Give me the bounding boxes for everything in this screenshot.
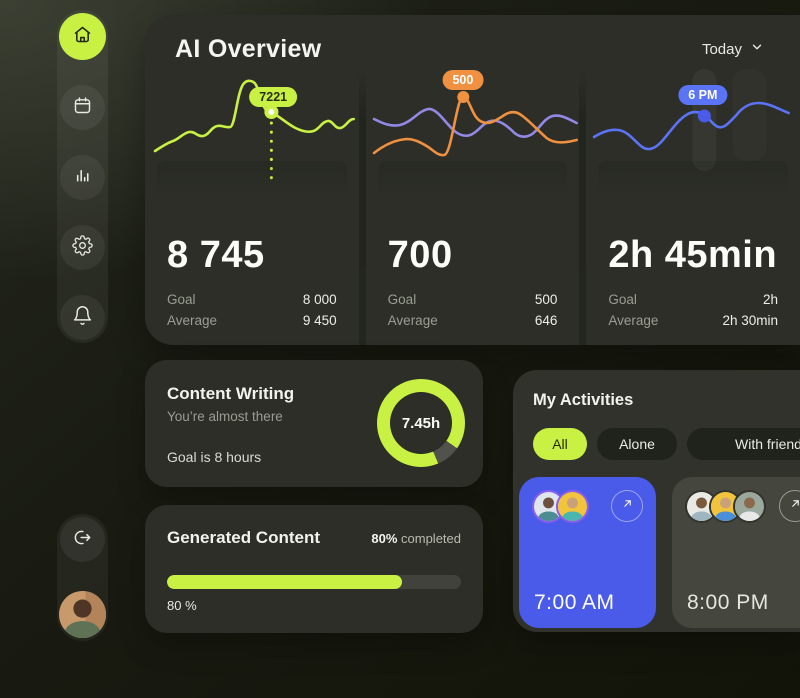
generated-content-card: Generated Content 80% completed 80 % xyxy=(145,505,483,633)
stat-card-words: 7221 8 745 Goal 8 000 Average 9 450 xyxy=(145,69,359,345)
activity-tile-8pm[interactable]: 8:00 PM xyxy=(672,477,800,628)
stat-card-time: 6 PM 2h 45min Goal 2h Average 2h 30min xyxy=(586,69,800,345)
arrow-up-right-icon xyxy=(789,497,800,515)
progress-bar-fill xyxy=(167,575,403,589)
tab-all[interactable]: All xyxy=(533,428,587,460)
column-divider xyxy=(358,69,366,345)
stat-card-generations: 500 700 Goal 500 Average 646 xyxy=(366,69,580,345)
sidebar-footer xyxy=(57,514,108,641)
sidebar-nav xyxy=(57,10,108,343)
progress-bar xyxy=(167,575,461,589)
open-activity-button[interactable] xyxy=(611,490,643,522)
bar-chart-icon xyxy=(72,165,93,191)
open-activity-button[interactable] xyxy=(779,490,800,522)
sidebar-item-calendar[interactable] xyxy=(60,85,105,130)
activity-tile-7am[interactable]: 7:00 AM xyxy=(519,477,656,628)
average-value: 9 450 xyxy=(302,312,337,328)
stat-value: 8 745 xyxy=(167,234,265,276)
progress-ring-label: 7.45h xyxy=(401,414,441,432)
chart-point-badge: 7221 xyxy=(249,87,298,107)
attendee-avatars xyxy=(685,490,766,523)
activity-filter-tabs: All Alone With friends xyxy=(533,428,800,460)
card-subtitle: You’re almost there xyxy=(167,409,283,424)
chart-point-badge: 6 PM xyxy=(678,85,728,105)
goal-label: Goal xyxy=(167,292,196,307)
card-title: Generated Content xyxy=(167,528,321,547)
goal-label: Goal xyxy=(608,292,637,307)
stat-columns: 7221 8 745 Goal 8 000 Average 9 450 5 xyxy=(145,69,800,345)
tab-alone[interactable]: Alone xyxy=(597,428,677,460)
my-activities-card: My Activities All Alone With friends 7:0… xyxy=(513,370,800,632)
overview-header: AI Overview Today xyxy=(145,15,800,66)
card-title: My Activities xyxy=(533,391,634,409)
average-value: 2h 30min xyxy=(722,312,779,328)
generations-sparkline-chart: 500 xyxy=(366,69,580,204)
settings-icon xyxy=(72,234,93,261)
progress-percent-label: 80 % xyxy=(167,598,197,613)
completion-percent: 80% xyxy=(371,531,398,546)
goal-text: Goal is 8 hours xyxy=(167,449,262,465)
content-writing-card: Content Writing You’re almost there Goal… xyxy=(145,360,483,487)
stat-rows: Goal 2h Average 2h 30min xyxy=(608,290,778,332)
goal-value: 2h xyxy=(762,292,779,307)
home-icon xyxy=(72,24,93,50)
logout-icon xyxy=(72,527,93,553)
sidebar-item-settings[interactable] xyxy=(60,225,105,270)
sidebar-item-home[interactable] xyxy=(59,13,106,60)
sidebar-item-notifications[interactable] xyxy=(60,295,105,340)
chart-point-badge: 500 xyxy=(442,70,484,90)
page-title: AI Overview xyxy=(175,34,322,63)
activity-time: 8:00 PM xyxy=(687,591,769,614)
stat-rows: Goal 500 Average 646 xyxy=(388,290,558,332)
column-divider xyxy=(579,69,587,345)
activity-tiles: 7:00 AM 8:00 PM xyxy=(519,477,800,628)
words-sparkline-chart: 7221 xyxy=(145,69,359,204)
average-label: Average xyxy=(167,312,218,328)
sidebar-item-analytics[interactable] xyxy=(60,155,105,200)
chevron-down-icon xyxy=(750,40,764,58)
period-selector[interactable]: Today xyxy=(702,40,764,58)
attendee-avatars xyxy=(532,490,589,523)
logout-button[interactable] xyxy=(60,517,105,562)
avatar-photo xyxy=(59,591,106,638)
activity-time: 7:00 AM xyxy=(534,591,615,614)
card-title: Content Writing xyxy=(167,384,295,403)
user-avatar[interactable] xyxy=(59,591,106,638)
attendee-avatar xyxy=(733,490,766,523)
average-label: Average xyxy=(387,312,438,328)
goal-value: 500 xyxy=(534,292,558,307)
goal-value: 8 000 xyxy=(302,292,337,307)
calendar-icon xyxy=(72,95,93,121)
average-value: 646 xyxy=(534,312,558,328)
time-sparkline-chart: 6 PM xyxy=(586,69,800,204)
completion-status: 80% completed xyxy=(371,531,461,546)
sparkline-orange-purple xyxy=(372,91,578,157)
arrow-up-right-icon xyxy=(621,497,634,515)
completion-suffix: completed xyxy=(397,531,461,546)
stat-value: 700 xyxy=(387,234,453,276)
stat-value: 2h 45min xyxy=(608,234,778,276)
sparkline-green xyxy=(153,79,355,183)
goal-label: Goal xyxy=(387,292,417,307)
attendee-avatar xyxy=(556,490,589,523)
stat-rows: Goal 8 000 Average 9 450 xyxy=(167,290,337,332)
overview-panel: AI Overview Today 7221 8 745 xyxy=(145,15,800,345)
period-label: Today xyxy=(701,40,742,58)
progress-ring: 7.45h xyxy=(377,379,465,467)
bell-icon xyxy=(72,305,93,331)
tab-with-friends[interactable]: With friends xyxy=(687,428,800,460)
average-label: Average xyxy=(608,312,659,328)
